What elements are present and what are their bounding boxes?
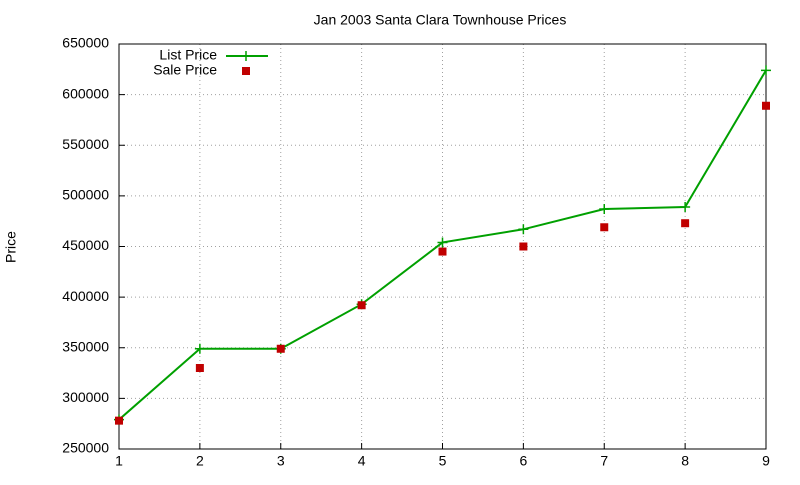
- legend-marker: [241, 51, 251, 61]
- y-tick-label: 250000: [62, 440, 109, 456]
- x-tick-label: 2: [196, 453, 204, 469]
- point-marker: [437, 237, 448, 248]
- plot-frame: [118, 43, 767, 450]
- legend-label: List Price: [159, 47, 217, 63]
- point-marker: [438, 247, 447, 256]
- point-marker: [195, 364, 204, 372]
- y-tick-label: 350000: [62, 338, 109, 354]
- y-tick-label: 300000: [62, 389, 109, 405]
- y-tick-label: 550000: [62, 136, 109, 152]
- point-marker: [762, 101, 770, 110]
- point-marker: [276, 344, 285, 353]
- point-marker: [680, 202, 691, 213]
- y-tick-label: 600000: [62, 85, 109, 101]
- point-marker: [194, 343, 205, 354]
- point-marker: [681, 219, 690, 228]
- legend-marker: [242, 67, 250, 75]
- point-marker: [115, 416, 123, 425]
- x-tick-label: 6: [519, 453, 527, 469]
- x-tick-label: 8: [681, 453, 689, 469]
- x-tick-label: 5: [439, 453, 447, 469]
- point-marker: [599, 204, 610, 215]
- chart-title: Jan 2003 Santa Clara Townhouse Prices: [314, 12, 567, 28]
- point-marker: [518, 224, 529, 235]
- x-tick-label: 7: [600, 453, 608, 469]
- point-marker: [519, 242, 528, 251]
- x-tick-label: 4: [358, 453, 366, 469]
- y-tick-label: 500000: [62, 187, 109, 203]
- y-tick-label: 650000: [62, 35, 109, 51]
- point-marker: [761, 65, 771, 76]
- legend-label: Sale Price: [153, 62, 217, 78]
- y-axis-label: Price: [3, 231, 19, 263]
- x-tick-label: 9: [762, 453, 770, 469]
- x-tick-label: 3: [277, 453, 285, 469]
- x-tick-label: 1: [115, 453, 123, 469]
- y-tick-label: 450000: [62, 237, 109, 253]
- point-marker: [600, 223, 609, 232]
- y-tick-label: 400000: [62, 288, 109, 304]
- point-marker: [357, 301, 366, 310]
